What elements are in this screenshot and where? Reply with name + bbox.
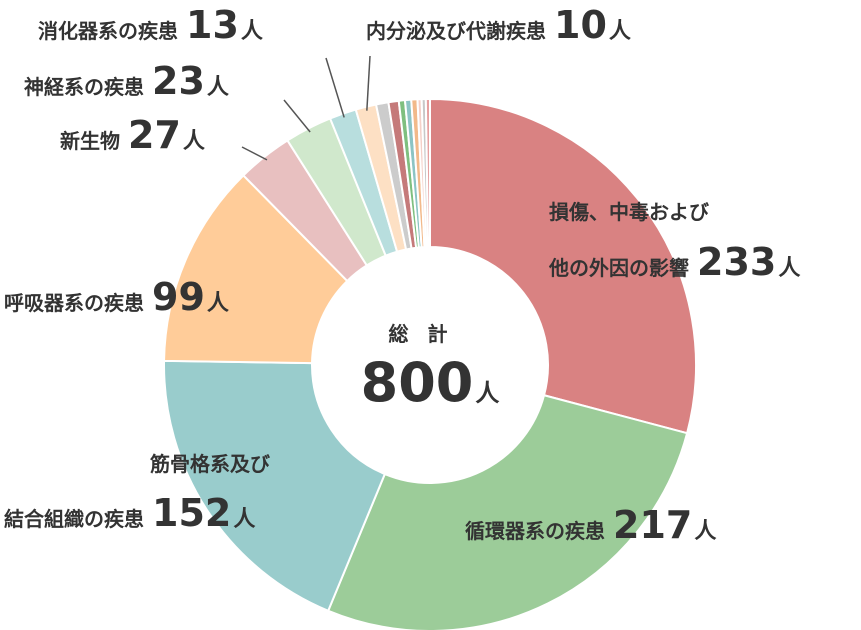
donut-slice-15: [424, 97, 431, 249]
unit-endocrine: 人: [608, 19, 631, 44]
label-circulatory: 循環器系の疾患 217人: [465, 506, 716, 544]
label-respiratory: 呼吸器系の疾患 99人: [4, 278, 229, 316]
label-injury: 損傷、中毒および: [549, 202, 709, 222]
unit-neoplasm: 人: [182, 129, 205, 154]
total-unit: 人: [475, 379, 500, 407]
unit-circulatory: 人: [694, 519, 717, 544]
value-circulatory: 217: [613, 503, 693, 547]
label-injury-line2: 他の外因の影響: [549, 256, 689, 280]
label-circulatory-name: 循環器系の疾患: [465, 519, 605, 543]
label-neoplasm-name: 新生物: [60, 129, 120, 153]
label-nervous: 神経系の疾患 23人: [24, 62, 229, 100]
label-digestive: 消化器系の疾患 13人: [38, 6, 263, 44]
value-injury: 233: [697, 240, 777, 284]
label-musculoskeletal-line1: 筋骨格系及び: [150, 452, 270, 476]
value-musculoskeletal: 152: [152, 491, 232, 535]
unit-nervous: 人: [206, 75, 229, 100]
donut-slice-3: [163, 174, 349, 365]
label-endocrine: 内分泌及び代謝疾患 10人: [366, 6, 631, 44]
unit-injury: 人: [778, 256, 801, 281]
value-nervous: 23: [152, 59, 205, 103]
label-musculoskeletal: 筋骨格系及び: [150, 454, 270, 474]
leader-line-6: [325, 57, 345, 118]
label-nervous-name: 神経系の疾患: [24, 75, 144, 99]
label-injury-line1: 損傷、中毒および: [549, 200, 709, 224]
leader-line-4: [241, 146, 268, 161]
label-neoplasm: 新生物 27人: [60, 116, 205, 154]
label-endocrine-name: 内分泌及び代謝疾患: [366, 19, 546, 43]
label-digestive-name: 消化器系の疾患: [38, 19, 178, 43]
unit-digestive: 人: [240, 19, 263, 44]
value-respiratory: 99: [152, 275, 205, 319]
leader-line-7: [366, 55, 371, 111]
label-respiratory-name: 呼吸器系の疾患: [4, 291, 144, 315]
label-injury-line2-row: 他の外因の影響 233人: [549, 243, 800, 281]
value-digestive: 13: [186, 3, 239, 47]
label-musculoskeletal-line2-row: 結合組織の疾患 152人: [4, 494, 255, 532]
value-endocrine: 10: [554, 3, 607, 47]
label-musculoskeletal-line2: 結合組織の疾患: [4, 507, 144, 531]
total-value: 800: [360, 351, 474, 414]
total-value-row: 800人: [340, 356, 520, 410]
donut-slice-0: [429, 97, 697, 435]
leader-line-5: [283, 99, 311, 133]
unit-musculoskeletal: 人: [233, 507, 256, 532]
donut-slice-2: [163, 359, 387, 613]
total-label: 総 計: [388, 322, 454, 346]
donut-slice-1: [326, 394, 689, 630]
unit-respiratory: 人: [206, 291, 229, 316]
value-neoplasm: 27: [128, 113, 181, 157]
